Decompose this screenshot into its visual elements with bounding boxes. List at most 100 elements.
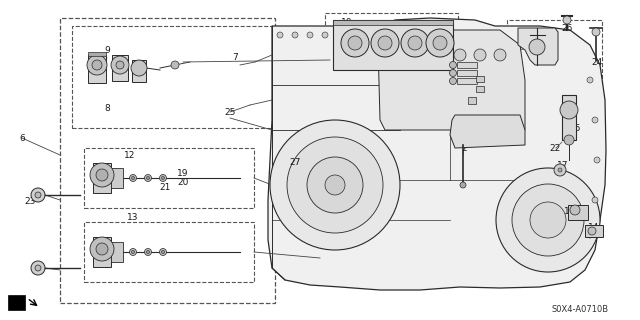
Circle shape <box>270 120 400 250</box>
Text: 10: 10 <box>341 18 353 27</box>
Text: 9: 9 <box>104 45 110 54</box>
Text: 1: 1 <box>527 43 533 52</box>
Text: 13: 13 <box>127 212 139 221</box>
Circle shape <box>147 251 150 253</box>
Text: 3: 3 <box>509 74 515 83</box>
Circle shape <box>131 251 134 253</box>
Circle shape <box>401 29 429 57</box>
Bar <box>111 168 123 188</box>
Bar <box>562 95 576 140</box>
Circle shape <box>277 32 283 38</box>
Circle shape <box>322 32 328 38</box>
Circle shape <box>287 137 383 233</box>
Circle shape <box>31 188 45 202</box>
Circle shape <box>307 32 313 38</box>
Circle shape <box>145 174 152 181</box>
Text: 22: 22 <box>549 143 561 153</box>
Circle shape <box>35 265 41 271</box>
Circle shape <box>171 61 179 69</box>
Bar <box>112 55 128 81</box>
Circle shape <box>129 249 136 255</box>
Text: 23: 23 <box>24 197 36 206</box>
Text: 17: 17 <box>557 161 569 170</box>
Text: FR.: FR. <box>9 298 23 307</box>
Text: 20: 20 <box>177 178 189 187</box>
Circle shape <box>560 101 578 119</box>
Circle shape <box>352 32 358 38</box>
Circle shape <box>449 77 456 84</box>
Circle shape <box>408 36 422 50</box>
Circle shape <box>530 202 566 238</box>
Circle shape <box>563 16 571 24</box>
Circle shape <box>341 29 369 57</box>
Circle shape <box>407 32 413 38</box>
Text: 14: 14 <box>588 223 600 233</box>
Circle shape <box>87 55 107 75</box>
Polygon shape <box>450 115 525 148</box>
Circle shape <box>159 249 166 255</box>
Text: 27: 27 <box>289 157 301 166</box>
Bar <box>476 86 484 92</box>
Bar <box>84 148 254 208</box>
Bar <box>457 70 477 76</box>
Polygon shape <box>518 28 558 65</box>
Bar <box>132 60 146 82</box>
Text: 11: 11 <box>474 118 486 127</box>
Bar <box>93 163 111 193</box>
Circle shape <box>145 249 152 255</box>
Circle shape <box>161 251 164 253</box>
Circle shape <box>494 49 506 61</box>
Circle shape <box>337 32 343 38</box>
Circle shape <box>348 36 362 50</box>
Text: 2: 2 <box>461 143 467 153</box>
Circle shape <box>558 168 562 172</box>
Circle shape <box>31 261 45 275</box>
Circle shape <box>161 177 164 180</box>
Circle shape <box>307 157 363 213</box>
Circle shape <box>367 32 373 38</box>
Text: 25: 25 <box>224 108 236 116</box>
Text: 5: 5 <box>501 95 507 105</box>
Circle shape <box>394 49 406 61</box>
Polygon shape <box>88 52 106 56</box>
Circle shape <box>325 175 345 195</box>
Circle shape <box>449 69 456 76</box>
Polygon shape <box>8 295 25 310</box>
Circle shape <box>529 39 545 55</box>
Circle shape <box>92 60 102 70</box>
Circle shape <box>147 177 150 180</box>
Circle shape <box>554 164 566 176</box>
Text: 26: 26 <box>561 23 573 33</box>
Circle shape <box>564 135 574 145</box>
Circle shape <box>35 192 41 198</box>
Text: S0X4-A0710B: S0X4-A0710B <box>552 306 609 315</box>
Circle shape <box>111 56 129 74</box>
Circle shape <box>434 49 446 61</box>
Bar <box>457 78 477 84</box>
Circle shape <box>96 169 108 181</box>
Bar <box>568 205 588 220</box>
Circle shape <box>426 29 454 57</box>
Text: 16: 16 <box>564 207 576 217</box>
Circle shape <box>96 243 108 255</box>
Circle shape <box>592 28 600 36</box>
Circle shape <box>378 36 392 50</box>
Circle shape <box>387 32 393 38</box>
Circle shape <box>427 32 433 38</box>
Circle shape <box>414 49 426 61</box>
Text: 4: 4 <box>508 84 514 92</box>
Bar <box>111 242 123 262</box>
Circle shape <box>570 205 580 215</box>
Text: 21: 21 <box>159 182 171 191</box>
Circle shape <box>474 49 486 61</box>
Circle shape <box>592 117 598 123</box>
Circle shape <box>587 232 593 238</box>
Circle shape <box>588 227 596 235</box>
Bar <box>60 18 275 303</box>
Bar <box>468 97 476 104</box>
Circle shape <box>449 61 456 68</box>
Circle shape <box>90 237 114 261</box>
Bar <box>325 13 458 75</box>
Circle shape <box>131 177 134 180</box>
Circle shape <box>512 184 584 256</box>
